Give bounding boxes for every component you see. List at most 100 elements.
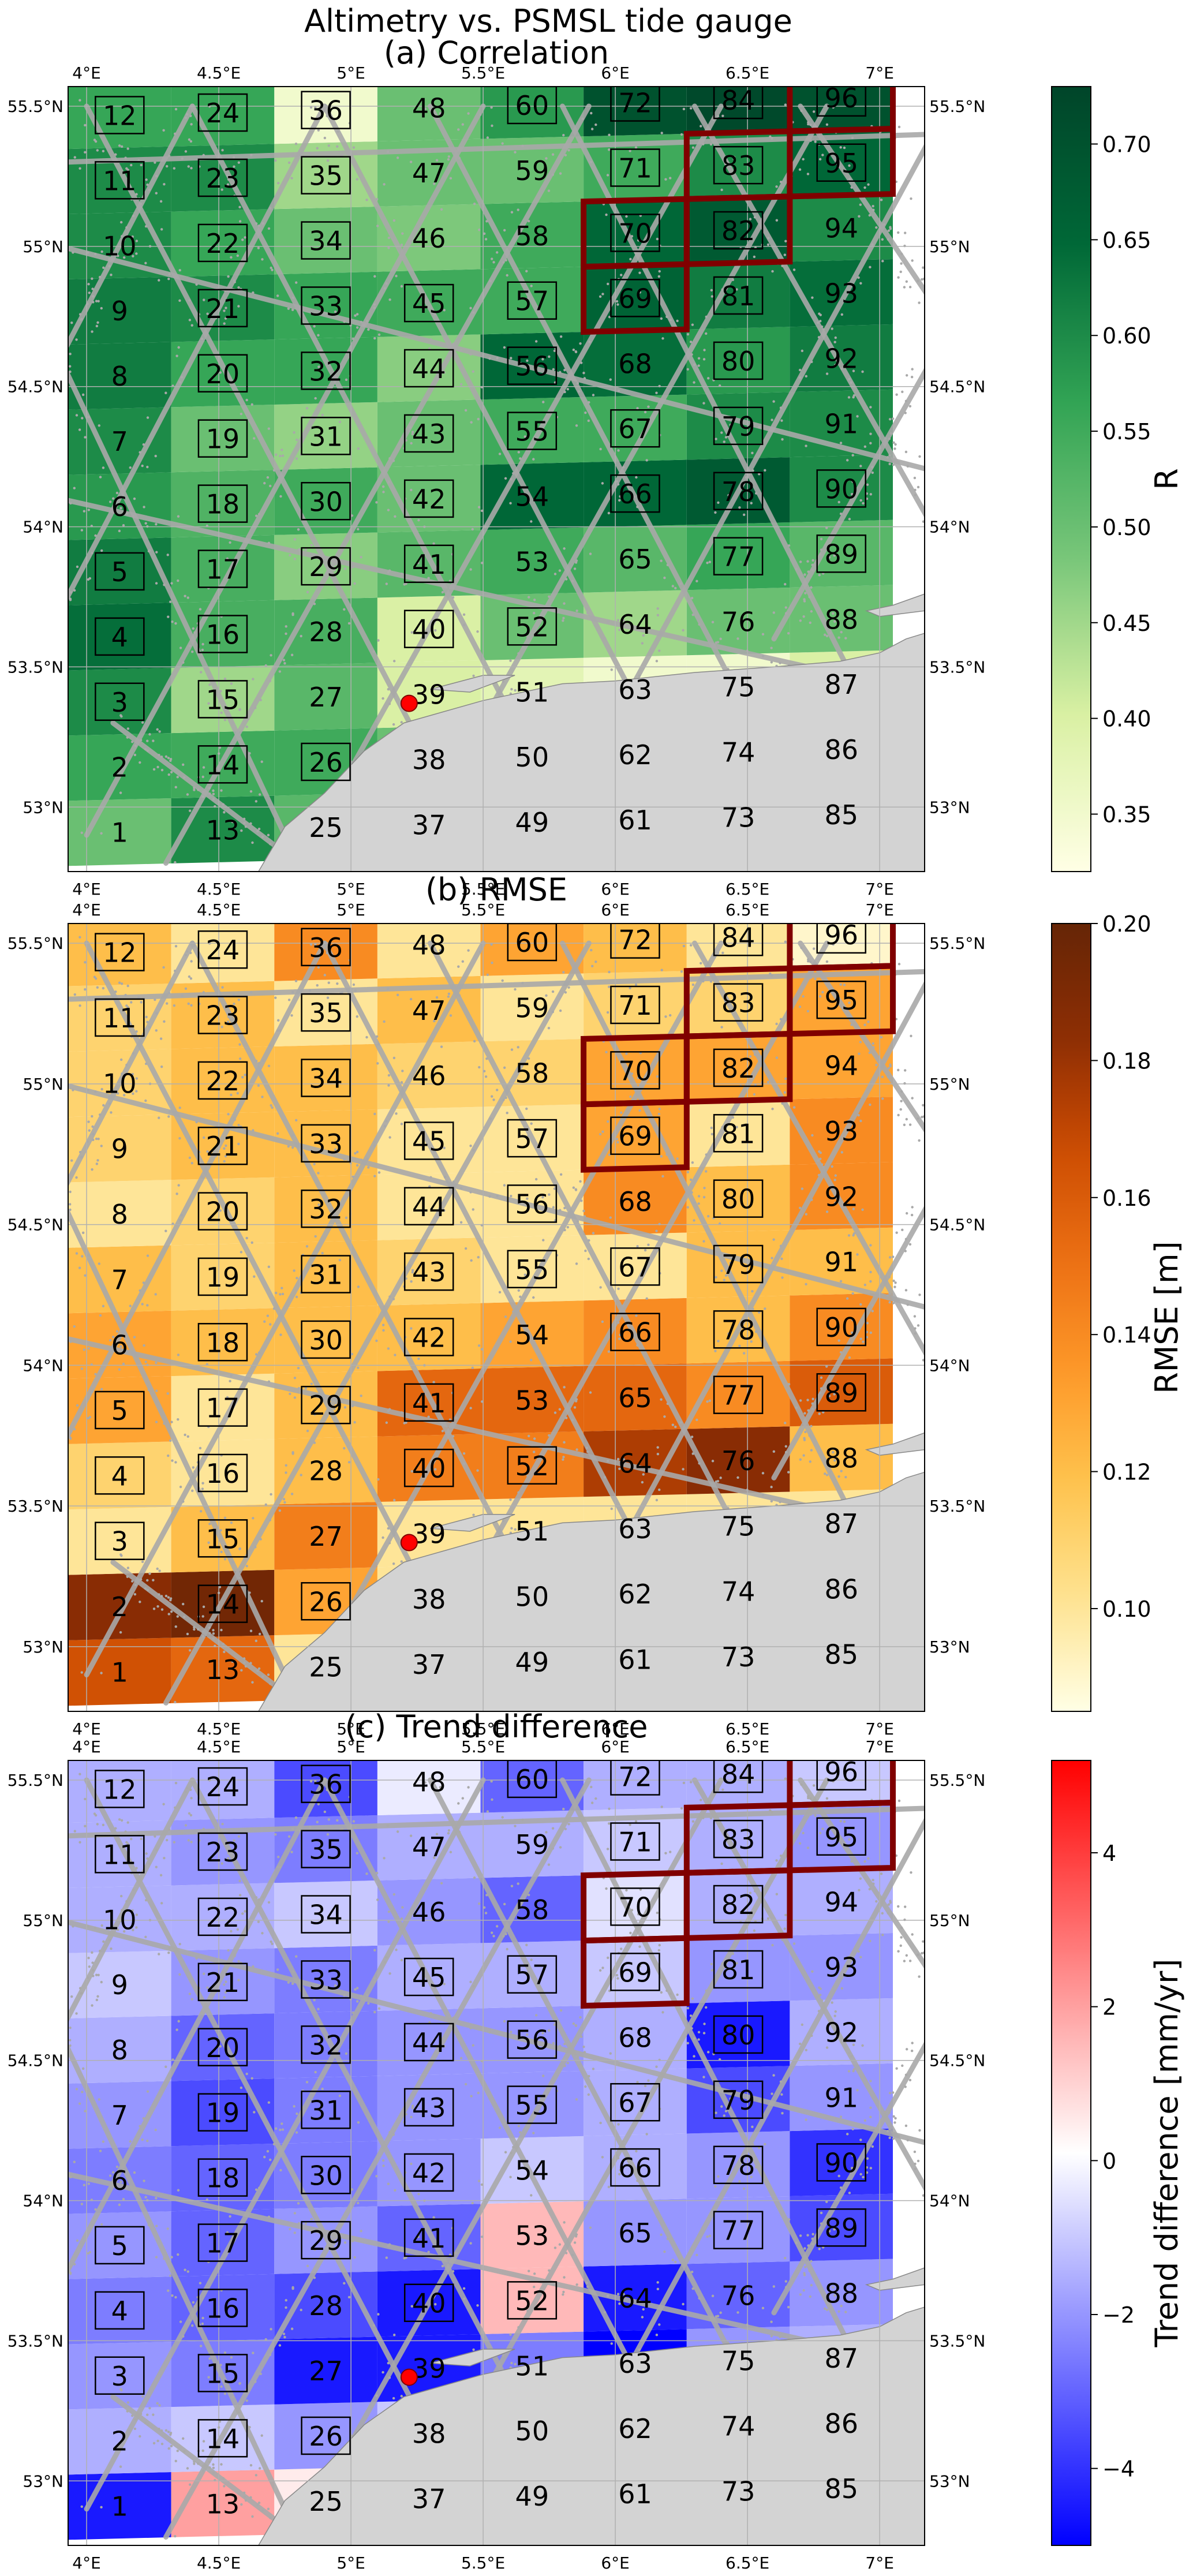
track-point [563, 1386, 566, 1389]
track-point [141, 464, 144, 468]
cell-69 [584, 1938, 687, 2006]
cell-label: 29 [309, 551, 343, 582]
cell-64 [584, 590, 687, 658]
track-point [686, 2042, 689, 2045]
cell-box [816, 1373, 866, 1412]
track-point [269, 1880, 272, 1883]
track-point [936, 1136, 938, 1139]
track-point [167, 2447, 170, 2450]
track-point [618, 499, 621, 502]
track-point [837, 1839, 840, 1842]
track-point [859, 2138, 862, 2141]
track-point [806, 1846, 810, 1849]
track-point [225, 1980, 227, 1983]
track-point [869, 2106, 872, 2109]
track-point [929, 1139, 932, 1141]
track-point [179, 1485, 182, 1489]
track-point [717, 2175, 720, 2178]
track-point [223, 2485, 226, 2488]
cell-label: 57 [515, 1123, 549, 1154]
track-point [249, 2496, 252, 2499]
track-point [69, 597, 72, 600]
cell-label: 46 [412, 1060, 446, 1091]
track-point [257, 2186, 261, 2190]
track-point [223, 1650, 226, 1654]
track-point [132, 1928, 134, 1931]
cell-64 [584, 2264, 687, 2332]
track-point [459, 1221, 463, 1224]
track-point [279, 1029, 282, 1032]
track-point [586, 611, 589, 615]
track-point [55, 2012, 57, 2014]
track-point [427, 1415, 430, 1418]
track-point [249, 1629, 253, 1632]
cell-label: 19 [206, 424, 240, 455]
track-point [510, 211, 514, 214]
track-point [615, 1138, 619, 1141]
track-point [767, 237, 770, 240]
track-point [751, 451, 754, 455]
track-point [926, 1130, 928, 1132]
track-point [289, 554, 291, 557]
track-point [770, 2335, 773, 2338]
cell-box [197, 1453, 248, 1493]
track-point [95, 1973, 98, 1976]
track-point [894, 1281, 897, 1284]
track-point [811, 1397, 814, 1401]
track-point [852, 1207, 855, 1210]
cell-label: 40 [412, 1453, 446, 1484]
track-point [405, 1277, 407, 1280]
track-point [761, 1494, 765, 1497]
track-point [395, 274, 398, 278]
cell-box [403, 2153, 454, 2192]
track-point [447, 158, 450, 161]
cell-label: 15 [206, 684, 240, 715]
cell-box [301, 1320, 351, 1359]
track-point [729, 2097, 732, 2100]
cell-box [816, 2143, 866, 2182]
track-point [575, 1262, 578, 1265]
track-point [661, 1175, 664, 1178]
track-point [901, 1228, 904, 1232]
track-point [158, 2428, 160, 2431]
colorbar-tick-label: 0.45 [1102, 611, 1151, 636]
track-point [510, 1316, 513, 1319]
track-point [226, 1396, 229, 1399]
track-point [669, 319, 672, 321]
track-point [411, 1271, 414, 1274]
track-point [152, 739, 155, 742]
cell-label: 36 [309, 932, 343, 963]
track-point [220, 1550, 223, 1553]
track-point [803, 1437, 806, 1440]
track-point [345, 2052, 348, 2055]
track-point [202, 1605, 205, 1609]
track-point [859, 465, 862, 468]
track-point [458, 1830, 461, 1834]
track-point [711, 1460, 715, 1463]
track-point [352, 146, 356, 149]
track-point [903, 286, 906, 289]
track-point [645, 1297, 648, 1300]
track-point [554, 1411, 557, 1414]
lon-tick-bottom: 4°E [72, 2553, 101, 2573]
cell-36 [274, 924, 377, 981]
track-point [831, 2001, 833, 2004]
track-point [261, 1675, 264, 1678]
track-point [926, 367, 929, 369]
track-point [313, 1413, 316, 1416]
track-point [220, 789, 223, 792]
colorbar-tick-label: 0.60 [1102, 323, 1151, 349]
track-point [178, 1106, 181, 1109]
track-point [250, 1241, 253, 1244]
track-point [102, 1940, 105, 1943]
track-point [584, 2085, 587, 2088]
track-point [178, 268, 181, 272]
cell-box [301, 2091, 351, 2129]
track-point [660, 1805, 663, 1808]
cell-label: 42 [412, 484, 446, 515]
track-point [240, 1669, 243, 1672]
track-point [139, 1289, 141, 1292]
cell-box [713, 1819, 764, 1859]
track-point [263, 1320, 266, 1323]
track-point [244, 1074, 246, 1076]
